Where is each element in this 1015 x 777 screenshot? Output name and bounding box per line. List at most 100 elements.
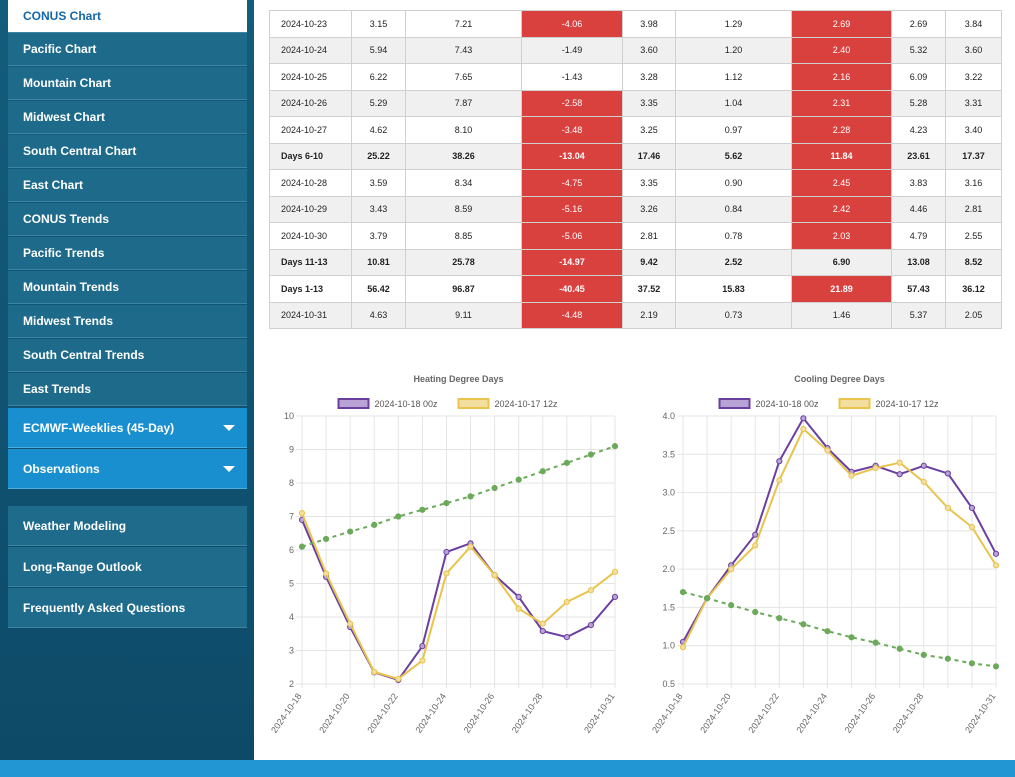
data-point	[920, 651, 927, 659]
table-row: 2024-10-29 3.43 8.59 -5.16 3.26 0.84 2.42 4.46 2…	[269, 195, 1002, 223]
nav-dropdown[interactable]: ECMWF-Weeklies (45-Day)	[8, 408, 247, 448]
cell: 3.35	[622, 169, 676, 197]
cell: 5.28	[891, 89, 946, 117]
cell: 2.55	[945, 222, 1002, 250]
cell: 1.29	[675, 10, 792, 38]
x-tick-label: 2024-10-22	[365, 691, 400, 734]
legend-label: 2024-10-18 00z	[375, 399, 439, 409]
cell: 0.78	[675, 222, 792, 250]
x-tick-label: 2024-10-28	[891, 691, 926, 734]
nav-item[interactable]: CONUS Trends	[8, 203, 247, 236]
cell: 37.52	[622, 275, 676, 303]
cell: -1.49	[521, 36, 623, 64]
cell: 4.46	[891, 195, 946, 223]
data-point	[563, 459, 570, 466]
legend-label: 2024-10-18 00z	[756, 399, 820, 409]
x-tick-label: 2024-10-24	[794, 691, 829, 734]
data-point	[968, 660, 976, 667]
nav-item[interactable]: South Central Trends	[8, 339, 247, 372]
data-point	[395, 513, 402, 520]
table-row: 2024-10-31 4.63 9.11 -4.48 2.19 0.73 1.46 5.37 2…	[269, 301, 1002, 329]
cell: 9.42	[622, 248, 676, 276]
data-point	[298, 543, 306, 550]
nav-item[interactable]: East Chart	[8, 169, 247, 202]
data-point	[611, 568, 619, 575]
x-tick-label: 2024-10-26	[843, 691, 878, 734]
legend-label: 2024-10-17 12z	[876, 399, 940, 409]
data-point	[515, 593, 522, 600]
data-point	[563, 634, 570, 641]
cell: 56.42	[351, 275, 406, 303]
cell: -40.45	[521, 275, 623, 303]
cell: -1.43	[521, 63, 623, 91]
cell: 3.31	[945, 89, 1002, 117]
table-row: 2024-10-26 5.29 7.87 -2.58 3.35 1.04 2.31 5.28 3…	[269, 89, 1002, 117]
data-point	[944, 504, 951, 511]
cell: 3.16	[945, 169, 1002, 197]
nav-link[interactable]: Long-Range Outlook	[8, 547, 247, 587]
data-point	[776, 477, 783, 484]
nav-link[interactable]: Frequently Asked Questions	[8, 588, 247, 628]
charts: Heating Degree Days 2 3 4 5 6 7 8 9 10 2024-10-18 2…	[269, 374, 1000, 735]
y-tick-label: 9	[289, 445, 294, 455]
cell: 2.40	[791, 36, 892, 64]
cell: 8.52	[945, 248, 1002, 276]
cell: 5.32	[891, 36, 946, 64]
cell: 3.15	[351, 10, 406, 38]
data-point	[896, 471, 903, 478]
data-point	[587, 587, 595, 594]
cell: 8.85	[405, 222, 522, 250]
y-tick-label: 7	[289, 512, 294, 522]
data-point	[395, 675, 402, 683]
data-point	[848, 472, 855, 479]
cell: 57.43	[891, 275, 946, 303]
data-point	[992, 550, 1000, 557]
series-line	[682, 427, 997, 648]
cell: -4.06	[521, 10, 623, 38]
nav-item[interactable]: East Trends	[8, 373, 247, 406]
cell: 5.29	[351, 89, 406, 117]
cell: 25.78	[405, 248, 522, 276]
data-point	[491, 484, 498, 492]
table-row: 2024-10-23 3.15 7.21 -4.06 3.98 1.29 2.69 2.69 3…	[269, 10, 1002, 38]
nav-item[interactable]: South Central Chart	[8, 135, 247, 168]
cell: 0.90	[675, 169, 792, 197]
cell: 0.73	[675, 301, 792, 329]
row-label: 2024-10-31	[269, 301, 352, 329]
cell: 0.97	[675, 116, 792, 144]
cell: 2.05	[945, 301, 1002, 329]
data-point	[322, 570, 330, 577]
nav-item[interactable]: Midwest Chart	[8, 101, 247, 134]
x-tick-label: 2024-10-31	[582, 691, 617, 734]
data-point	[347, 528, 354, 535]
data-point	[491, 572, 498, 579]
cell: 1.12	[675, 63, 792, 91]
x-tick-label: 2024-10-24	[413, 691, 448, 734]
cell: 3.98	[622, 10, 676, 38]
data-point	[944, 655, 951, 662]
series-line	[301, 445, 616, 548]
cell: 1.04	[675, 89, 792, 117]
data-point	[679, 644, 687, 651]
nav-item[interactable]: Pacific Trends	[8, 237, 247, 270]
row-label: 2024-10-23	[269, 10, 352, 38]
cell: 2.42	[791, 195, 892, 223]
data-point	[467, 543, 474, 550]
cell: 1.20	[675, 36, 792, 64]
nav-item[interactable]: Pacific Chart	[8, 33, 247, 66]
nav-item[interactable]: Mountain Chart	[8, 67, 247, 100]
nav-item[interactable]: CONUS Chart	[8, 0, 247, 33]
nav-item[interactable]: Mountain Trends	[8, 271, 247, 304]
nav-link[interactable]: Weather Modeling	[8, 506, 247, 546]
cell: -3.48	[521, 116, 623, 144]
row-label: 2024-10-29	[269, 195, 352, 223]
row-label: Days 1-13	[269, 275, 352, 303]
data-point	[467, 493, 474, 500]
cell: 8.59	[405, 195, 522, 223]
nav-item[interactable]: Midwest Trends	[8, 305, 247, 338]
data-point	[611, 443, 619, 450]
nav-dropdown[interactable]: Observations	[8, 449, 247, 489]
data-point	[848, 634, 855, 641]
row-label: Days 11-13	[269, 248, 352, 276]
y-tick-label: 4.0	[662, 411, 675, 421]
